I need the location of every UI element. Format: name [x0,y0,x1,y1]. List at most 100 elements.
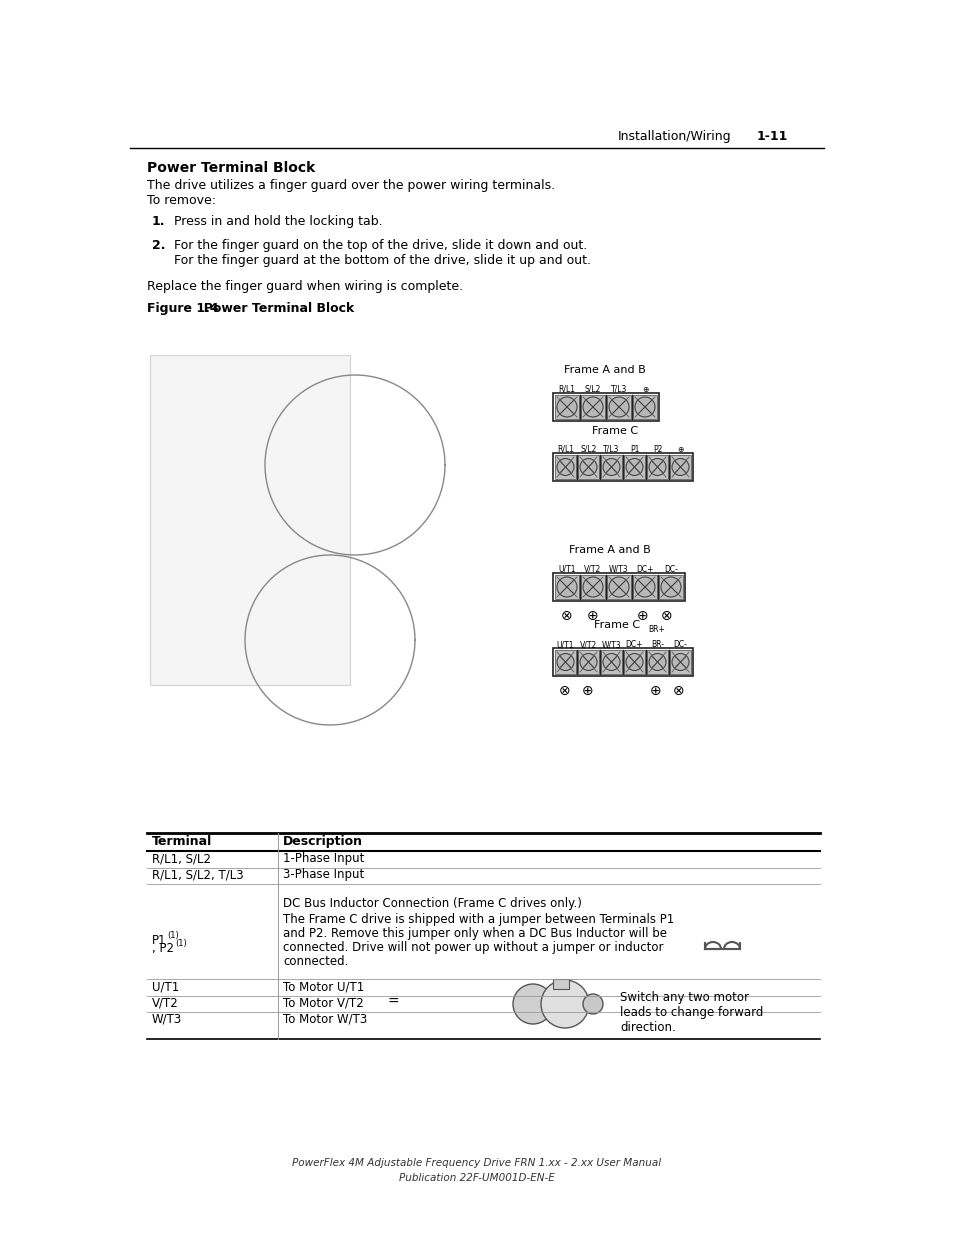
Text: 2.: 2. [152,240,165,252]
Text: W/T3: W/T3 [609,564,628,574]
Text: DC+: DC+ [636,564,653,574]
Text: R/L1, S/L2, T/L3: R/L1, S/L2, T/L3 [152,868,243,881]
Text: Description: Description [283,835,363,848]
Text: connected. Drive will not power up without a jumper or inductor: connected. Drive will not power up witho… [283,941,662,953]
Bar [553,393,659,421]
Text: The drive utilizes a finger guard over the power wiring terminals.: The drive utilizes a finger guard over t… [147,179,555,191]
Text: R/L1: R/L1 [558,385,575,394]
Text: V/T2: V/T2 [584,564,601,574]
Text: ⊕: ⊕ [581,684,593,698]
Text: V/T2: V/T2 [579,640,597,650]
Circle shape [625,458,642,475]
Circle shape [582,994,602,1014]
Bar [580,395,604,419]
Text: To Motor U/T1: To Motor U/T1 [283,981,364,993]
Text: Frame A and B: Frame A and B [563,366,645,375]
Text: DC+: DC+ [625,640,642,650]
Text: W/T3: W/T3 [601,640,620,650]
Text: (1): (1) [174,939,187,948]
Text: BR+: BR+ [648,625,665,634]
Circle shape [608,577,628,597]
Text: PowerFlex 4M Adjustable Frequency Drive FRN 1.xx - 2.xx User Manual: PowerFlex 4M Adjustable Frequency Drive … [293,1158,660,1168]
Text: T/L3: T/L3 [602,445,619,454]
Text: S/L2: S/L2 [584,385,600,394]
Text: DC-: DC- [663,564,678,574]
Text: DC-: DC- [673,640,687,650]
Text: T/L3: T/L3 [610,385,626,394]
Text: Switch any two motor
leads to change forward
direction.: Switch any two motor leads to change for… [619,990,762,1034]
Bar [553,453,692,480]
Circle shape [557,653,574,671]
Bar [606,576,630,599]
Bar [578,454,598,479]
Bar [600,650,621,674]
Circle shape [602,653,619,671]
Circle shape [557,577,577,597]
Text: To Motor V/T2: To Motor V/T2 [283,995,363,1009]
Bar [659,576,682,599]
Bar [623,454,644,479]
Text: S/L2: S/L2 [579,445,596,454]
Bar [555,395,578,419]
Text: R/L1: R/L1 [557,445,574,454]
Circle shape [648,458,665,475]
Text: U/T1: U/T1 [152,981,179,993]
Bar [553,979,568,989]
Text: =: = [388,995,399,1009]
Circle shape [635,396,655,417]
Circle shape [582,396,602,417]
Text: Frame A and B: Frame A and B [569,545,650,555]
Circle shape [625,653,642,671]
Text: Frame C: Frame C [591,426,638,436]
Circle shape [660,577,680,597]
Text: W/T3: W/T3 [152,1011,182,1025]
Bar [623,650,644,674]
Text: 3-Phase Input: 3-Phase Input [283,868,364,881]
Bar [555,576,578,599]
Bar [555,650,576,674]
Text: To remove:: To remove: [147,194,215,207]
Text: P1: P1 [152,934,167,947]
Text: Power Terminal Block: Power Terminal Block [194,303,354,315]
Text: R/L1, S/L2: R/L1, S/L2 [152,852,211,864]
Text: To Motor W/T3: To Motor W/T3 [283,1011,367,1025]
Text: ⊕: ⊕ [650,684,661,698]
Text: Publication 22F-UM001D-EN-E: Publication 22F-UM001D-EN-E [398,1173,555,1183]
Text: ⊗: ⊗ [660,609,672,622]
Text: Power Terminal Block: Power Terminal Block [147,161,314,175]
Text: Replace the finger guard when wiring is complete.: Replace the finger guard when wiring is … [147,280,462,293]
Text: For the finger guard at the bottom of the drive, slide it up and out.: For the finger guard at the bottom of th… [173,254,590,267]
Circle shape [602,458,619,475]
Text: ⊕: ⊕ [637,609,648,622]
Bar [553,573,684,601]
Bar [553,648,692,676]
Bar [646,454,667,479]
Bar [633,395,657,419]
Circle shape [557,458,574,475]
Bar [633,576,657,599]
Text: 1.: 1. [152,215,165,228]
Text: ⊗: ⊗ [558,684,570,698]
Bar [606,395,630,419]
Text: (1): (1) [167,931,178,940]
Bar [669,650,690,674]
Text: Figure 1.4: Figure 1.4 [147,303,218,315]
Text: BR-: BR- [650,640,663,650]
Bar [669,454,690,479]
Bar [578,650,598,674]
Circle shape [540,981,588,1028]
Text: The Frame C drive is shipped with a jumper between Terminals P1: The Frame C drive is shipped with a jump… [283,913,674,926]
Text: ⊕: ⊕ [677,445,683,454]
Circle shape [671,653,688,671]
Text: 1-Phase Input: 1-Phase Input [283,852,364,864]
Text: Press in and hold the locking tab.: Press in and hold the locking tab. [173,215,382,228]
Text: connected.: connected. [283,955,348,968]
Text: V/T2: V/T2 [152,995,178,1009]
Text: , P2: , P2 [152,942,173,955]
Text: DC Bus Inductor Connection (Frame C drives only.): DC Bus Inductor Connection (Frame C driv… [283,897,581,910]
Circle shape [671,458,688,475]
Bar [555,454,576,479]
Text: Frame C: Frame C [594,620,639,630]
Text: ⊕: ⊕ [641,385,647,394]
Text: For the finger guard on the top of the drive, slide it down and out.: For the finger guard on the top of the d… [173,240,587,252]
